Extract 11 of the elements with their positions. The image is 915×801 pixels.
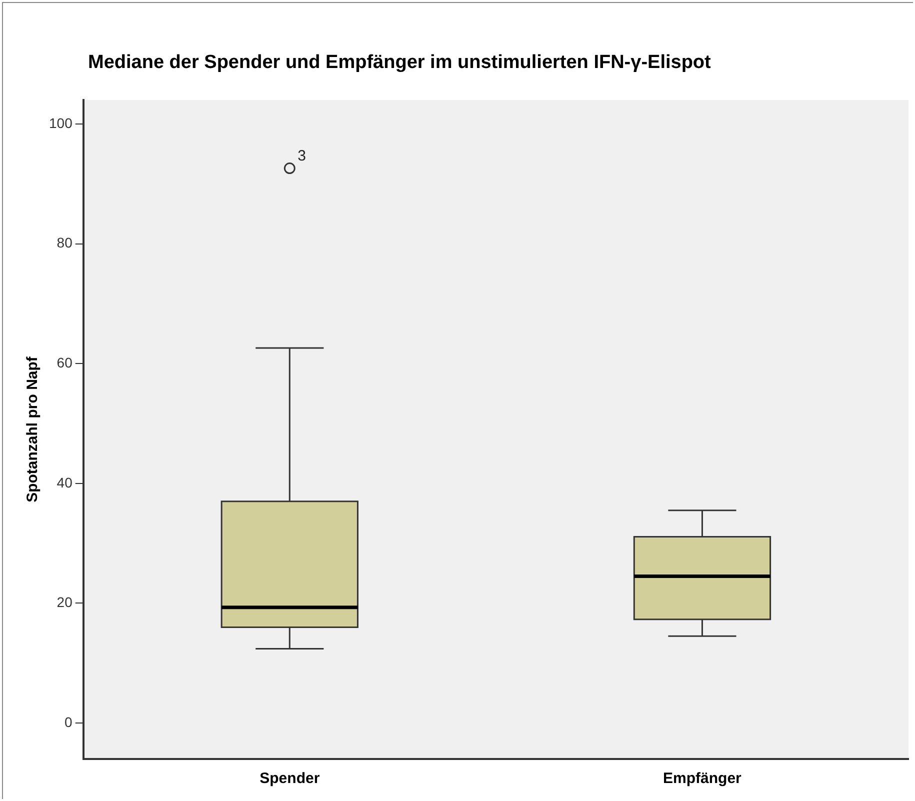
- y-tick-label: 20: [56, 594, 73, 610]
- y-tick-label: 100: [49, 114, 73, 131]
- x-tick-label: Empfänger: [663, 770, 742, 788]
- x-tick-label: Spender: [260, 770, 320, 788]
- y-tick-label: 0: [64, 714, 73, 730]
- y-axis-title: Spotanzahl pro Napf: [24, 356, 42, 502]
- y-tick-label: 40: [56, 474, 73, 490]
- chart-title: Mediane der Spender und Empfänger im unstimulierten IFN-γ-Elispot: [88, 52, 711, 74]
- y-tick-label: 80: [56, 234, 73, 251]
- y-tick-label: 60: [56, 354, 73, 370]
- annotation: 3: [298, 147, 306, 164]
